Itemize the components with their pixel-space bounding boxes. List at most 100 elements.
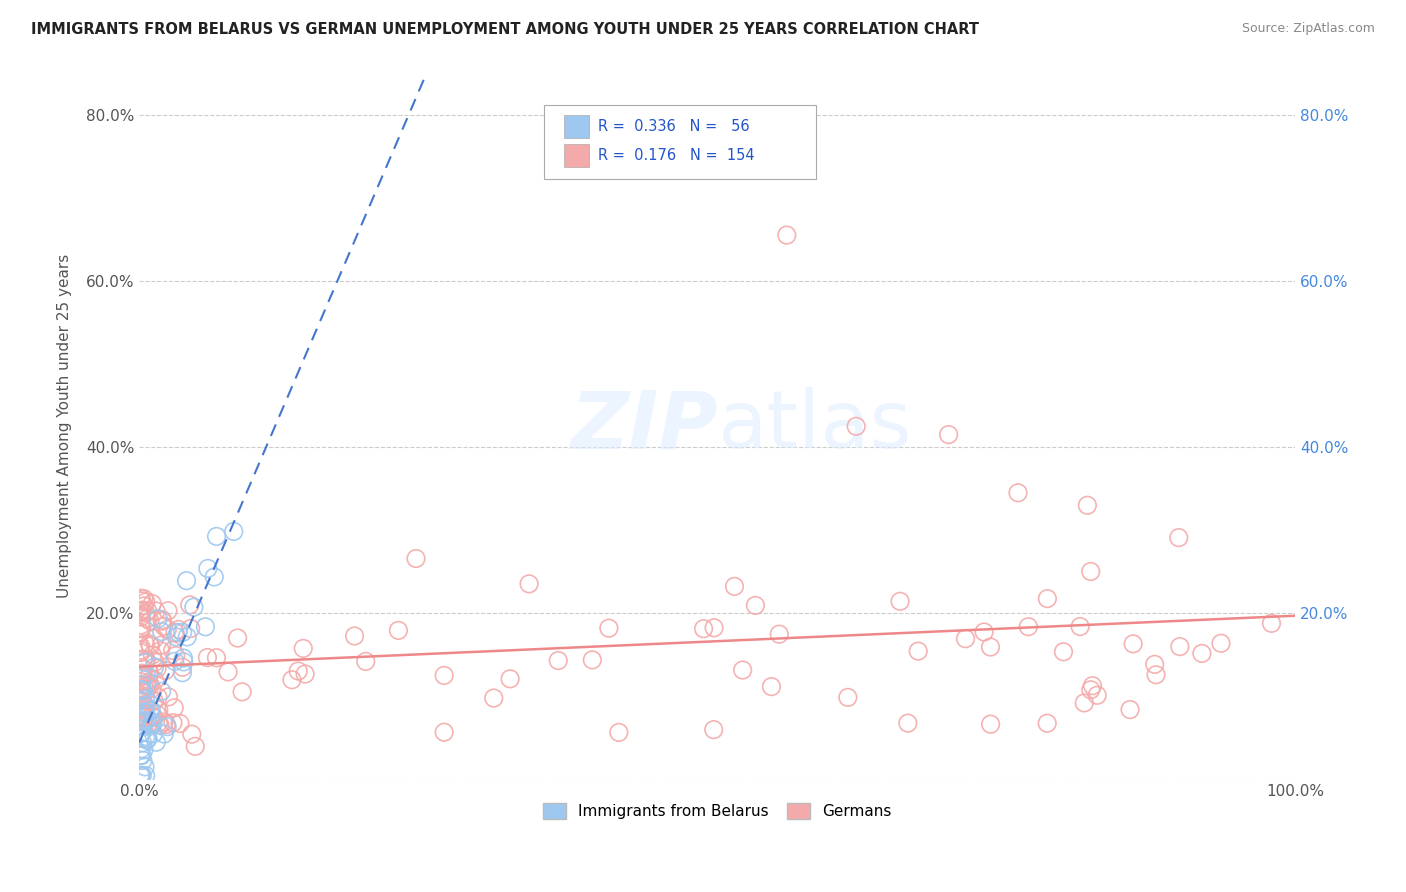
Point	[1080, 565, 1102, 579]
Point	[129, 684, 152, 698]
Point	[173, 655, 195, 669]
Point	[131, 684, 153, 698]
Point	[897, 716, 920, 731]
Point	[226, 631, 249, 645]
Point	[132, 662, 155, 676]
Point	[183, 600, 205, 615]
Point	[1036, 716, 1059, 731]
Point	[129, 643, 152, 657]
Point	[433, 668, 456, 682]
Point	[1122, 637, 1144, 651]
Point	[156, 604, 179, 618]
Point	[744, 599, 766, 613]
Point	[132, 591, 155, 606]
Point	[135, 714, 157, 728]
Point	[1209, 636, 1232, 650]
Point	[547, 654, 569, 668]
Point	[131, 621, 153, 635]
Point	[132, 599, 155, 613]
Point	[136, 717, 159, 731]
Y-axis label: Unemployment Among Youth under 25 years: Unemployment Among Youth under 25 years	[58, 254, 72, 599]
Point	[129, 748, 152, 763]
Point	[581, 653, 603, 667]
Point	[135, 655, 157, 669]
Point	[135, 667, 157, 681]
Bar	[564, 145, 589, 167]
Point	[129, 726, 152, 740]
Point	[1069, 619, 1091, 633]
Point	[172, 651, 194, 665]
Point	[156, 720, 179, 734]
Point	[141, 718, 163, 732]
Point	[156, 623, 179, 637]
Point	[132, 743, 155, 757]
Point	[131, 666, 153, 681]
Point	[145, 735, 167, 749]
Point	[138, 637, 160, 651]
Point	[129, 768, 152, 782]
Point	[162, 715, 184, 730]
Point	[1007, 485, 1029, 500]
Point	[131, 603, 153, 617]
Point	[135, 706, 157, 720]
Point	[1073, 696, 1095, 710]
Point	[135, 733, 157, 747]
Point	[387, 624, 409, 638]
Point	[761, 680, 783, 694]
Point	[146, 661, 169, 675]
Point	[149, 644, 172, 658]
Point	[131, 768, 153, 782]
Point	[142, 715, 165, 730]
Point	[131, 605, 153, 619]
Point	[131, 681, 153, 696]
Point	[343, 629, 366, 643]
Point	[138, 703, 160, 717]
Point	[731, 663, 754, 677]
Point	[499, 672, 522, 686]
Point	[598, 621, 620, 635]
Point	[134, 714, 156, 729]
Point	[907, 644, 929, 658]
Point	[145, 604, 167, 618]
Point	[136, 679, 159, 693]
Point	[129, 705, 152, 719]
Point	[222, 524, 245, 539]
Point	[433, 725, 456, 739]
Point	[837, 690, 859, 705]
Point	[354, 655, 377, 669]
Point	[703, 621, 725, 635]
Point	[197, 650, 219, 665]
Point	[129, 618, 152, 632]
Point	[141, 648, 163, 662]
Point	[129, 645, 152, 659]
Point	[129, 591, 152, 606]
Text: atlas: atlas	[717, 387, 912, 466]
Point	[845, 419, 868, 434]
Point	[134, 698, 156, 713]
Point	[1260, 616, 1282, 631]
Text: R =  0.336   N =   56: R = 0.336 N = 56	[599, 120, 749, 134]
Point	[131, 709, 153, 723]
Point	[1052, 645, 1074, 659]
Text: Source: ZipAtlas.com: Source: ZipAtlas.com	[1241, 22, 1375, 36]
Text: ZIP: ZIP	[569, 387, 717, 466]
Point	[138, 675, 160, 690]
Point	[163, 654, 186, 668]
Point	[136, 679, 159, 693]
Point	[1076, 498, 1098, 512]
Point	[194, 620, 217, 634]
Point	[153, 715, 176, 730]
Point	[150, 684, 173, 698]
Point	[1036, 591, 1059, 606]
Point	[162, 643, 184, 657]
Point	[172, 625, 194, 640]
Point	[973, 624, 995, 639]
Point	[139, 666, 162, 681]
Point	[148, 612, 170, 626]
Point	[172, 665, 194, 680]
Point	[129, 682, 152, 697]
Point	[139, 614, 162, 628]
Bar	[564, 115, 589, 138]
Point	[129, 674, 152, 689]
Point	[131, 736, 153, 750]
